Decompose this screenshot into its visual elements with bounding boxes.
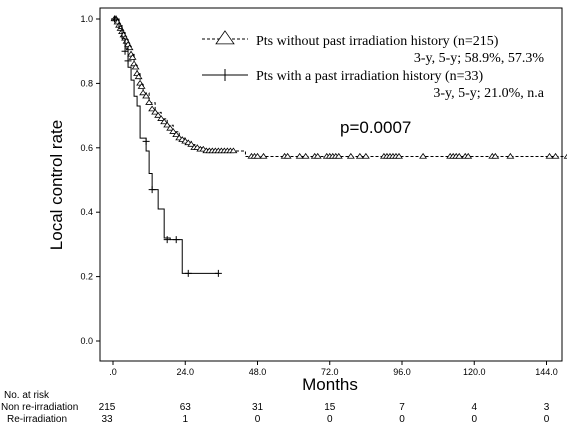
y-axis-label: Local control rate	[47, 120, 66, 250]
plot-frame	[99, 7, 563, 362]
censor-mark	[283, 152, 292, 159]
censor-mark	[124, 57, 132, 65]
censor-mark	[395, 152, 403, 159]
y-axis: 0.0 0.2 0.4 0.6 0.8 1.0	[80, 14, 100, 346]
censor-mark	[455, 152, 464, 159]
censor-mark	[128, 54, 137, 60]
censor-mark	[166, 124, 175, 131]
y-tick-label: 0.4	[80, 207, 93, 217]
risk-value: 0	[544, 414, 550, 424]
risk-values: 215 63 31 15 7 4 333 1 0 0 0 0 0	[99, 402, 550, 424]
risk-row-label-non-reirradiation: Non re-irradiation	[1, 402, 78, 413]
censor-mark	[361, 152, 370, 159]
censor-mark	[295, 152, 304, 159]
risk-value: 4	[471, 402, 477, 413]
censor-mark	[506, 152, 515, 159]
legend-stats-without-irradiation: 3-y, 5-y; 58.9%, 57.3%	[414, 51, 544, 66]
censor-mark	[334, 152, 343, 159]
risk-value: 215	[99, 402, 116, 413]
censor-mark	[163, 236, 171, 244]
censor-mark	[160, 118, 169, 125]
censor-mark	[142, 92, 151, 99]
censor-mark	[355, 152, 364, 159]
censor-mark	[301, 152, 310, 159]
risk-value: 63	[180, 402, 192, 413]
censor-mark	[172, 236, 180, 244]
series-layer	[110, 15, 567, 277]
risk-value: 0	[255, 414, 261, 424]
risk-row-label-reirradiation: Re-irradiation	[7, 414, 67, 424]
legend: Pts without past irradiation history (n=…	[202, 30, 545, 101]
censor-mark	[184, 269, 192, 277]
censor-mark	[214, 269, 222, 277]
censor-mark	[169, 128, 178, 134]
risk-value: 15	[324, 402, 336, 413]
legend-stats-with-irradiation: 3-y, 5-y; 21.0%, n.a	[433, 86, 544, 101]
x-tick-label: 72.0	[321, 367, 339, 377]
x-tick-label: 48.0	[249, 367, 267, 377]
censor-mark	[137, 83, 146, 89]
censor-mark	[142, 137, 150, 145]
survival-curve	[113, 18, 219, 274]
risk-value: 0	[399, 414, 405, 424]
censor-mark	[563, 153, 567, 159]
censor-mark	[551, 152, 560, 159]
risk-value: 1	[182, 414, 188, 424]
censor-mark	[131, 63, 140, 70]
legend-label-without-irradiation: Pts without past irradiation history (n=…	[256, 34, 499, 49]
censor-mark	[259, 152, 268, 159]
risk-table: No. at risk Non re-irradiation Re-irradi…	[1, 390, 550, 424]
x-tick-label: 24.0	[176, 367, 194, 377]
x-tick-label: .0	[109, 367, 117, 377]
legend-key-without-irradiation	[202, 30, 248, 45]
censor-mark	[253, 152, 262, 159]
censor-mark	[154, 112, 163, 118]
censor-mark	[545, 152, 554, 159]
y-tick-label: 1.0	[80, 14, 93, 24]
censor-mark	[187, 140, 196, 147]
censor-mark	[157, 115, 166, 121]
censor-mark	[419, 152, 428, 159]
x-axis: .0 24.0 48.0 72.0 96.0 120.0 144.0	[109, 361, 558, 377]
censor-mark	[134, 73, 143, 80]
plus-icon	[219, 69, 231, 81]
y-tick-label: 0.0	[80, 336, 93, 346]
censor-mark	[148, 105, 157, 112]
censor-mark	[464, 152, 473, 159]
censor-mark	[148, 186, 156, 194]
p-value: p=0.0007	[340, 118, 411, 137]
risk-value: 0	[471, 414, 477, 424]
plot-border	[99, 7, 563, 362]
y-tick-label: 0.2	[80, 272, 93, 282]
risk-value: 33	[101, 414, 113, 424]
risk-value: 3	[544, 402, 550, 413]
censor-mark	[313, 152, 322, 159]
censor-mark	[491, 152, 500, 159]
risk-value: 31	[252, 402, 264, 413]
risk-table-header: No. at risk	[4, 390, 50, 401]
legend-key-with-irradiation	[202, 69, 248, 81]
legend-label-with-irradiation: Pts with a past irradiation history (n=3…	[256, 69, 484, 84]
y-tick-label: 0.8	[80, 78, 93, 88]
censor-mark	[151, 108, 160, 115]
risk-value: 7	[399, 402, 405, 413]
censor-mark	[112, 15, 120, 23]
y-tick-label: 0.6	[80, 143, 93, 153]
triangle-icon	[215, 30, 235, 45]
risk-value: 0	[327, 414, 333, 424]
censor-mark	[121, 47, 129, 55]
censor-mark	[145, 99, 154, 105]
x-tick-label: 120.0	[463, 367, 486, 377]
censor-mark	[139, 89, 148, 96]
x-axis-label: Months	[302, 375, 358, 394]
x-tick-label: 96.0	[393, 367, 411, 377]
series-1	[111, 15, 222, 277]
censor-mark	[229, 147, 238, 154]
censor-mark	[172, 131, 181, 138]
censor-mark	[163, 121, 172, 128]
censor-mark	[346, 152, 355, 159]
x-tick-label: 144.0	[535, 367, 558, 377]
